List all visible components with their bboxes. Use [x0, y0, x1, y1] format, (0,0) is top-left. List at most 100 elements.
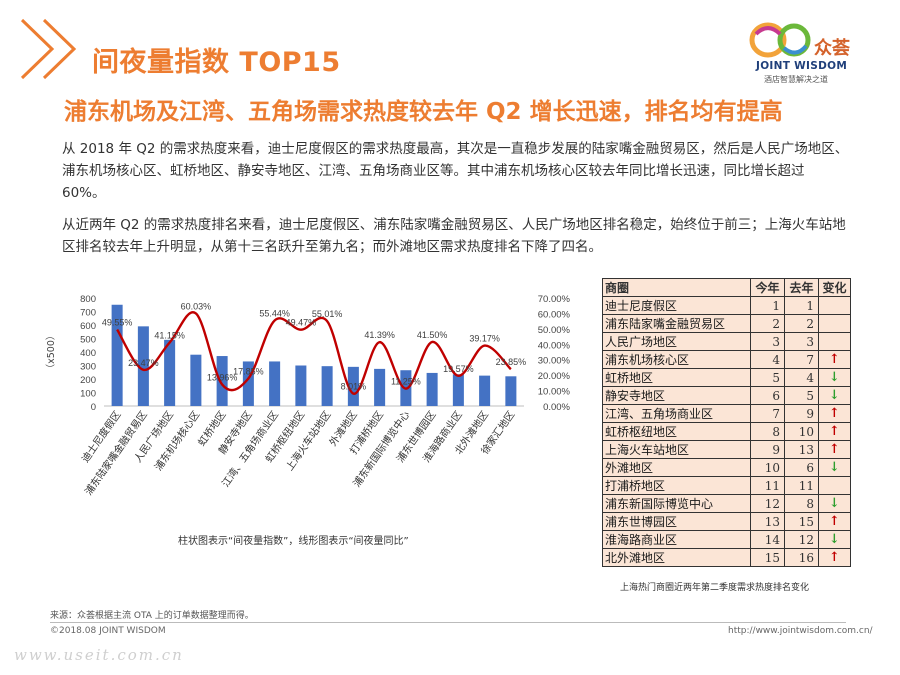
header-last-year: 去年 — [784, 278, 819, 297]
footer-divider — [50, 622, 846, 623]
header-change: 变化 — [818, 278, 851, 297]
rank-change: ↓ — [818, 386, 851, 405]
rank-change — [818, 296, 851, 315]
rank-last-year: 16 — [784, 548, 819, 567]
logo-brand-en: JOINT WISDOM — [756, 60, 848, 72]
y2-tick-label: 50.00% — [538, 325, 571, 336]
district-name: 打浦桥地区 — [602, 476, 751, 495]
y2-tick-label: 20.00% — [538, 371, 571, 382]
y2-tick-label: 60.00% — [538, 309, 571, 320]
rank-last-year: 9 — [784, 404, 819, 423]
district-name: 迪士尼度假区 — [602, 296, 751, 315]
logo-rings-icon — [749, 22, 811, 58]
bar — [505, 376, 517, 406]
table-row: 江湾、五角场商业区 7 9 ↑ — [602, 404, 851, 423]
table-row: 静安寺地区 6 5 ↓ — [602, 386, 851, 405]
bar — [190, 354, 202, 406]
district-name: 浦东世博园区 — [602, 512, 751, 531]
y-tick-label: 500 — [80, 335, 96, 346]
data-label: 39.17% — [469, 334, 500, 344]
rank-last-year: 10 — [784, 422, 819, 441]
data-label: 41.50% — [417, 330, 448, 340]
y2-tick-label: 0.00% — [543, 402, 570, 413]
page-title: 间夜量指数 TOP15 — [92, 47, 341, 78]
data-label: 23.85% — [496, 357, 527, 367]
y-tick-label: 300 — [80, 362, 96, 373]
rank-this-year: 6 — [750, 386, 785, 405]
data-label: 19.57% — [443, 364, 474, 374]
rank-last-year: 2 — [784, 314, 819, 333]
data-label: 41.39% — [364, 330, 395, 340]
table-header-row: 商圈 今年 去年 变化 — [602, 278, 851, 297]
data-label: 8.01% — [341, 382, 367, 392]
rank-this-year: 3 — [750, 332, 785, 351]
bar — [321, 366, 333, 406]
district-name: 上海火车站地区 — [602, 440, 751, 459]
table-row: 上海火车站地区 9 13 ↑ — [602, 440, 851, 459]
bar — [242, 361, 254, 406]
rank-change: ↓ — [818, 530, 851, 549]
growth-line — [116, 311, 512, 395]
data-label: 49.47% — [286, 318, 317, 328]
data-label: 60.03% — [181, 301, 212, 311]
data-label: 55.01% — [312, 309, 343, 319]
rank-last-year: 13 — [784, 440, 819, 459]
y-tick-label: 800 — [80, 294, 96, 305]
rank-change: ↑ — [818, 422, 851, 441]
rank-last-year: 8 — [784, 494, 819, 513]
y2-tick-label: 70.00% — [538, 294, 571, 305]
rank-change: ↑ — [818, 512, 851, 531]
rank-change: ↓ — [818, 494, 851, 513]
rank-change — [818, 476, 851, 495]
category-label: 浦东机场核心区 — [152, 408, 203, 473]
header-district: 商圈 — [602, 278, 751, 297]
district-name: 人民广场地区 — [602, 332, 751, 351]
data-label: 17.85% — [233, 366, 264, 376]
arrow-down-icon: ↓ — [829, 370, 840, 385]
rank-this-year: 9 — [750, 440, 785, 459]
arrow-up-icon: ↑ — [829, 406, 840, 421]
y2-tick-label: 10.00% — [538, 387, 571, 398]
combo-chart-svg: 0 100 200 300 400 500 600 700 800 0.00% 10.00% 20.0… — [45, 294, 571, 498]
table-row: 浦东陆家嘴金融贸易区 2 2 — [602, 314, 851, 333]
rank-last-year: 11 — [784, 476, 819, 495]
website-link[interactable]: http://www.jointwisdom.com.cn/ — [728, 626, 873, 636]
district-name: 浦东新国际博览中心 — [602, 494, 751, 513]
arrow-down-icon: ↓ — [829, 532, 840, 547]
y-tick-label: 400 — [80, 348, 96, 359]
table-row: 淮海路商业区 14 12 ↓ — [602, 530, 851, 549]
rank-change — [818, 314, 851, 333]
district-name: 虹桥枢纽地区 — [602, 422, 751, 441]
y-tick-label: 0 — [91, 402, 96, 413]
rank-change: ↑ — [818, 440, 851, 459]
rank-change: ↑ — [818, 404, 851, 423]
rank-this-year: 1 — [750, 296, 785, 315]
arrow-up-icon: ↑ — [829, 550, 840, 565]
rank-last-year: 7 — [784, 350, 819, 369]
y-tick-label: 600 — [80, 321, 96, 332]
rank-this-year: 14 — [750, 530, 785, 549]
rank-change: ↑ — [818, 548, 851, 567]
district-name: 北外滩地区 — [602, 548, 751, 567]
bar — [269, 361, 281, 406]
rank-change: ↑ — [818, 350, 851, 369]
rank-this-year: 2 — [750, 314, 785, 333]
rank-last-year: 4 — [784, 368, 819, 387]
data-label: 41.15% — [154, 331, 185, 341]
arrow-up-icon: ↑ — [829, 442, 840, 457]
rank-this-year: 10 — [750, 458, 785, 477]
arrow-down-icon: ↓ — [829, 460, 840, 475]
table-row: 外滩地区 10 6 ↓ — [602, 458, 851, 477]
data-label: 11.25% — [391, 377, 421, 387]
rank-last-year: 6 — [784, 458, 819, 477]
rank-change — [818, 332, 851, 351]
y2-tick-label: 30.00% — [538, 356, 571, 367]
district-name: 外滩地区 — [602, 458, 751, 477]
data-label: 55.44% — [259, 308, 290, 318]
table-row: 打浦桥地区 11 11 — [602, 476, 851, 495]
chart-caption: 柱状图表示“间夜量指数”，线形图表示“间夜量同比” — [178, 536, 409, 547]
category-label: 上海火车站地区 — [283, 408, 334, 473]
arrow-down-icon: ↓ — [829, 496, 840, 511]
district-name: 浦东陆家嘴金融贸易区 — [602, 314, 751, 333]
table-row: 迪士尼度假区 1 1 — [602, 296, 851, 315]
